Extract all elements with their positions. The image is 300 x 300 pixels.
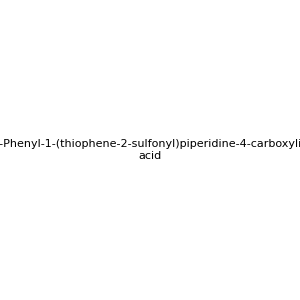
Text: 4-Phenyl-1-(thiophene-2-sulfonyl)piperidine-4-carboxylic acid: 4-Phenyl-1-(thiophene-2-sulfonyl)piperid… bbox=[0, 139, 300, 161]
